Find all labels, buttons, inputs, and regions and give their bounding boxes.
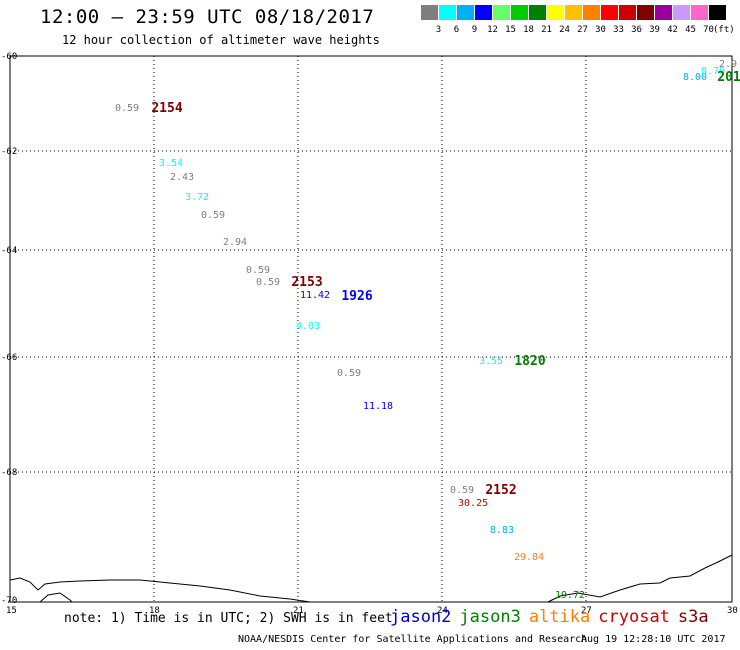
swh-value: 8.83 [490, 525, 514, 536]
scale-swatch [547, 5, 564, 20]
scale-label: 24 [559, 25, 570, 35]
swh-value: 30.25 [458, 498, 488, 509]
swh-value: 2.9 [719, 59, 737, 70]
latitude-label: -60 [1, 52, 17, 62]
scale-swatch [421, 5, 438, 20]
swh-value: 0.59 [201, 210, 225, 221]
scale-swatch [457, 5, 474, 20]
scale-swatch [655, 5, 672, 20]
satellite-legend: jason2 jason3 altika cryosat s3a [390, 607, 717, 627]
swh-value: 8.00 [683, 72, 707, 83]
swh-value: 0.59 [450, 485, 474, 496]
latitude-label: -68 [1, 468, 17, 478]
pass-time-label: 1820 [514, 354, 545, 369]
scale-label: 9 [471, 25, 478, 35]
scale-label: 39 [649, 25, 660, 35]
scale-label: 33 [613, 25, 624, 35]
swh-value: 11.18 [363, 401, 393, 412]
satellite-jason2: jason2 [390, 607, 452, 627]
satellite-cryosat: cryosat [598, 607, 670, 627]
pass-time-label: 1926 [341, 289, 372, 304]
scale-unit: (ft) [713, 25, 735, 35]
swh-measurements: 0.593.542.433.720.592.940.590.5911.424.0… [115, 59, 737, 601]
longitude-label: 15 [6, 606, 17, 616]
swh-value: 2.94 [223, 237, 247, 248]
scale-swatch [709, 5, 726, 20]
satellite-altika: altika [528, 607, 591, 627]
scale-swatch [619, 5, 636, 20]
latitude-label: -62 [1, 147, 17, 157]
pass-time-label: 2152 [485, 483, 516, 498]
longitude-label: 27 [581, 606, 592, 616]
scale-swatch [439, 5, 456, 20]
antarctic-coastline-east [547, 554, 733, 603]
satellite-s3a: s3a [677, 607, 709, 627]
scale-swatch [601, 5, 618, 20]
swh-value: 3.55 [479, 356, 503, 367]
latitude-label: -66 [1, 353, 17, 363]
map-subtitle: 12 hour collection of altimeter wave hei… [62, 33, 380, 47]
pass-time-label: 2154 [151, 101, 182, 116]
swh-value: 0.59 [246, 265, 270, 276]
scale-label: 21 [541, 25, 552, 35]
plot-frame [9, 55, 733, 603]
swh-value: 11.42 [300, 290, 330, 301]
latitude-label: -70 [1, 596, 17, 606]
map-title: 12:00 – 23:59 UTC 08/18/2017 [40, 6, 375, 28]
pass-time-labels: 2154 2153 1926 1820 2152 201 [151, 70, 740, 498]
scale-label: 6 [453, 25, 460, 35]
swh-value: 2.43 [170, 172, 194, 183]
generated-timestamp: Aug 19 12:28:10 UTC 2017 [581, 634, 726, 645]
swh-value: 19.72 [555, 590, 585, 601]
scale-label: 36 [631, 25, 642, 35]
scale-swatch [511, 5, 528, 20]
pass-time-label: 2153 [291, 275, 322, 290]
credit-line: NOAA/NESDIS Center for Satellite Applica… [238, 634, 588, 645]
scale-swatch [691, 5, 708, 20]
satellite-jason3: jason3 [459, 607, 521, 627]
antarctic-coastline-small [39, 592, 73, 603]
swh-value: 0.59 [256, 277, 280, 288]
footer-note: note: 1) Time is in UTC; 2) SWH is in fe… [64, 611, 393, 626]
scale-label: 12 [487, 25, 498, 35]
antarctic-coastline [9, 577, 311, 603]
swh-value: 3.72 [185, 192, 209, 203]
latitude-label: -64 [1, 246, 17, 256]
longitude-label: 24 [437, 606, 448, 616]
swh-value: 0.59 [337, 368, 361, 379]
scale-label: 30 [595, 25, 606, 35]
longitude-labels: 15 18 21 24 27 30 [6, 606, 738, 616]
scale-swatch [493, 5, 510, 20]
graticule [10, 56, 732, 602]
scale-swatch [673, 5, 690, 20]
longitude-label: 18 [149, 606, 160, 616]
swh-value: 29.84 [514, 552, 544, 563]
swh-value: 0.59 [115, 103, 139, 114]
swh-value: 4.03 [296, 321, 320, 332]
scale-swatch [637, 5, 654, 20]
scale-label: 42 [667, 25, 678, 35]
latitude-labels: -60 -62 -64 -66 -68 -70 [1, 52, 17, 606]
scale-label: 45 [685, 25, 696, 35]
scale-label: 3 [435, 25, 442, 35]
longitude-label: 21 [293, 606, 304, 616]
scale-swatch [583, 5, 600, 20]
scale-label: 18 [523, 25, 534, 35]
pass-time-label: 201 [717, 70, 740, 85]
scale-label: 70 [703, 25, 714, 35]
scale-swatch [529, 5, 546, 20]
scale-label: 15 [505, 25, 516, 35]
longitude-label: 30 [727, 606, 738, 616]
swh-value: 3.54 [159, 158, 183, 169]
swh-value: 8.79 [701, 66, 725, 77]
scale-swatch [475, 5, 492, 20]
scale-swatch [565, 5, 582, 20]
scale-label: 27 [577, 25, 588, 35]
